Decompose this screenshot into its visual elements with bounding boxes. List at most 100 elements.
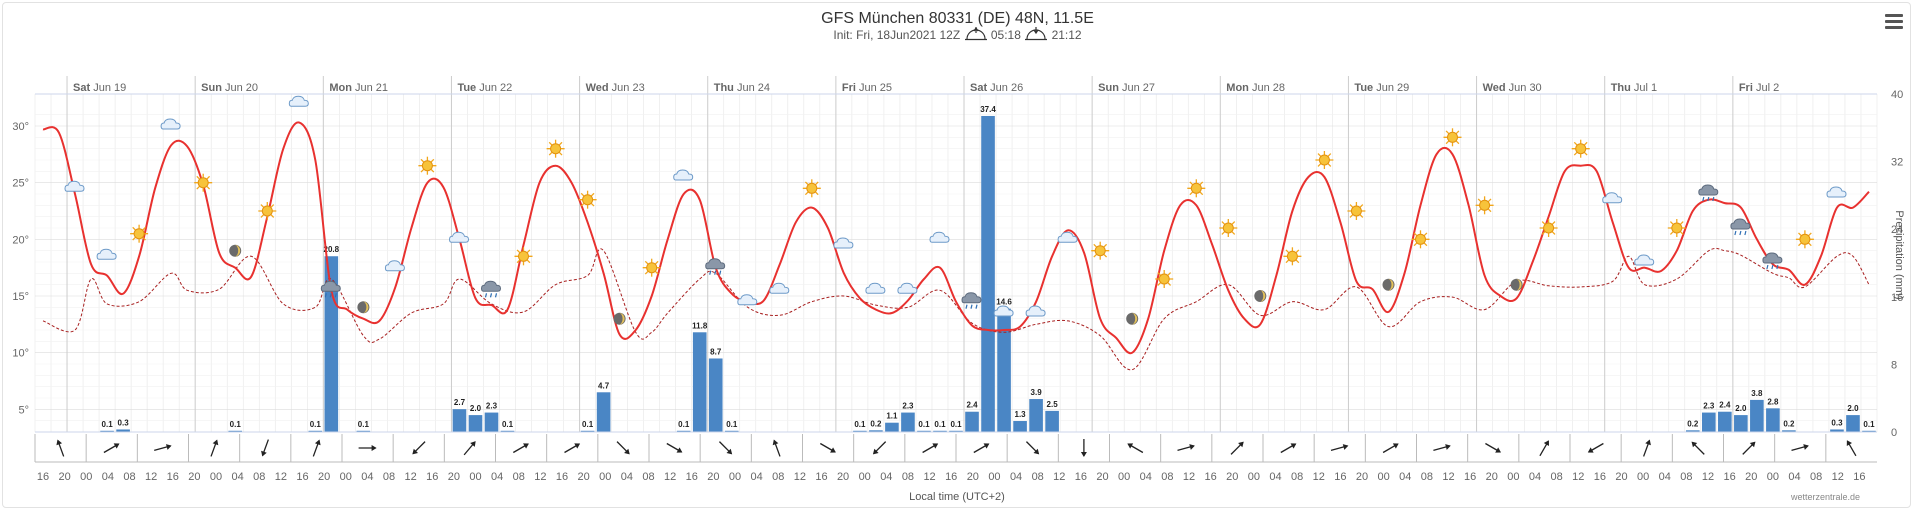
precip-bar bbox=[676, 430, 691, 432]
wind-arrow-head bbox=[1691, 441, 1698, 448]
hour-tick-label: 20 bbox=[59, 471, 71, 483]
day-label: Sat Jun 19 bbox=[73, 82, 126, 94]
hour-tick-label: 00 bbox=[599, 471, 611, 483]
hour-tick-label: 00 bbox=[340, 471, 352, 483]
day-date-label: Jul 2 bbox=[1753, 82, 1779, 94]
precip-bar bbox=[885, 422, 899, 432]
moon-weather-icon bbox=[1382, 278, 1395, 291]
wind-arrow-icon bbox=[56, 439, 65, 457]
wind-arrow-icon bbox=[1791, 444, 1809, 451]
sun-weather-icon bbox=[545, 139, 566, 159]
precip-label: 2.0 bbox=[470, 404, 482, 413]
precip-bar bbox=[356, 430, 371, 432]
wind-arrow-icon bbox=[666, 442, 683, 453]
hour-tick-label: 16 bbox=[1594, 471, 1606, 483]
precip-bar bbox=[484, 412, 499, 432]
precip-label: 0.1 bbox=[358, 420, 370, 429]
rain-weather-icon bbox=[705, 258, 726, 276]
hour-tick-label: 12 bbox=[1053, 471, 1065, 483]
hour-tick-label: 04 bbox=[880, 471, 892, 483]
hour-tick-label: 08 bbox=[772, 471, 784, 483]
hour-tick-label: 12 bbox=[794, 471, 806, 483]
precip-bar bbox=[468, 415, 483, 432]
cloud-weather-icon bbox=[288, 95, 309, 107]
day-of-week-label: Fri bbox=[842, 82, 856, 94]
right-tick-label: 32 bbox=[1891, 157, 1903, 169]
wind-arrow-icon bbox=[261, 439, 269, 457]
precip-label: 1.3 bbox=[1015, 410, 1027, 419]
left-tick-label: 25° bbox=[12, 178, 29, 190]
y-axis-right-label: Precipitation (mm) bbox=[1893, 210, 1905, 299]
hour-tick-label: 16 bbox=[1464, 471, 1476, 483]
hour-tick-label: 08 bbox=[642, 471, 654, 483]
sun-weather-icon bbox=[129, 224, 149, 244]
hour-tick-label: 04 bbox=[1529, 471, 1541, 483]
hour-tick-label: 12 bbox=[275, 471, 287, 483]
sun-weather-icon bbox=[1442, 127, 1463, 147]
sun-weather-icon bbox=[1346, 201, 1367, 221]
hour-tick-label: 08 bbox=[383, 471, 395, 483]
day-of-week-label: Sun bbox=[201, 82, 222, 94]
hour-tick-label: 16 bbox=[1205, 471, 1217, 483]
sun-weather-icon bbox=[193, 173, 213, 193]
day-of-week-label: Sat bbox=[73, 82, 90, 94]
hour-tick-label: 16 bbox=[1724, 471, 1736, 483]
cloud-weather-icon bbox=[929, 231, 950, 243]
precip-label: 2.4 bbox=[966, 401, 978, 410]
hour-tick-label: 20 bbox=[967, 471, 979, 483]
day-of-week-label: Sun bbox=[1098, 82, 1119, 94]
hour-tick-label: 04 bbox=[1269, 471, 1281, 483]
day-of-week-label: Wed bbox=[1483, 82, 1506, 94]
hour-tick-label: 04 bbox=[1399, 471, 1411, 483]
sun-weather-icon bbox=[1474, 195, 1495, 215]
wind-arrow-icon bbox=[1025, 441, 1040, 455]
precip-label: 0.1 bbox=[230, 420, 242, 429]
wind-arrow-icon bbox=[1080, 439, 1087, 457]
wind-arrow-head bbox=[1543, 440, 1549, 447]
wind-arrow-icon bbox=[1330, 444, 1349, 451]
right-tick-label: 8 bbox=[1891, 359, 1897, 371]
wind-arrow-icon bbox=[1177, 444, 1195, 451]
wind-arrow-head bbox=[165, 444, 172, 450]
wind-arrow-head bbox=[1587, 447, 1594, 453]
day-label: Fri Jun 25 bbox=[842, 82, 892, 94]
hour-tick-label: 16 bbox=[296, 471, 308, 483]
sun-weather-icon bbox=[1538, 218, 1559, 238]
sun-weather-icon bbox=[513, 246, 534, 266]
hour-tick-label: 16 bbox=[167, 471, 179, 483]
wind-arrow-icon bbox=[1280, 443, 1297, 454]
wind-arrow-icon bbox=[312, 439, 321, 457]
precip-bar bbox=[1718, 411, 1732, 432]
wind-arrow-icon bbox=[922, 443, 939, 454]
day-label: Wed Jun 30 bbox=[1483, 82, 1542, 94]
menu-bar-icon bbox=[1885, 20, 1903, 23]
day-date-label: Jun 29 bbox=[1373, 82, 1409, 94]
day-date-label: Jul 1 bbox=[1631, 82, 1657, 94]
hour-tick-label: 00 bbox=[859, 471, 871, 483]
day-of-week-label: Fri bbox=[1739, 82, 1753, 94]
day-of-week-label: Thu bbox=[714, 82, 734, 94]
grid bbox=[34, 76, 1878, 433]
hour-tick-label: 12 bbox=[145, 471, 157, 483]
hour-tick-label: 20 bbox=[1356, 471, 1368, 483]
precip-label: 2.7 bbox=[454, 398, 466, 407]
wind-arrow-icon bbox=[154, 444, 172, 451]
hour-tick-label: 12 bbox=[404, 471, 416, 483]
sun-weather-icon bbox=[1090, 241, 1110, 261]
hour-tick-label: 16 bbox=[1075, 471, 1087, 483]
precip-label: 0.1 bbox=[310, 420, 322, 429]
hour-tick-label: 20 bbox=[1745, 471, 1757, 483]
hour-tick-label: 08 bbox=[1551, 471, 1563, 483]
hour-tick-label: 08 bbox=[1161, 471, 1173, 483]
precip-label: 2.0 bbox=[1847, 404, 1859, 413]
day-label: Tue Jun 29 bbox=[1354, 82, 1409, 94]
sunrise-icon bbox=[964, 27, 987, 41]
dewpoint-line bbox=[42, 247, 1870, 371]
precip-label: 2.3 bbox=[486, 402, 498, 411]
hour-tick-label: 20 bbox=[318, 471, 330, 483]
hour-tick-label: 16 bbox=[37, 471, 49, 483]
hamburger-menu-button[interactable] bbox=[1885, 14, 1903, 30]
sun-weather-icon bbox=[1795, 229, 1815, 249]
hour-tick-label: 04 bbox=[1659, 471, 1671, 483]
precip-label: 0.1 bbox=[102, 420, 114, 429]
